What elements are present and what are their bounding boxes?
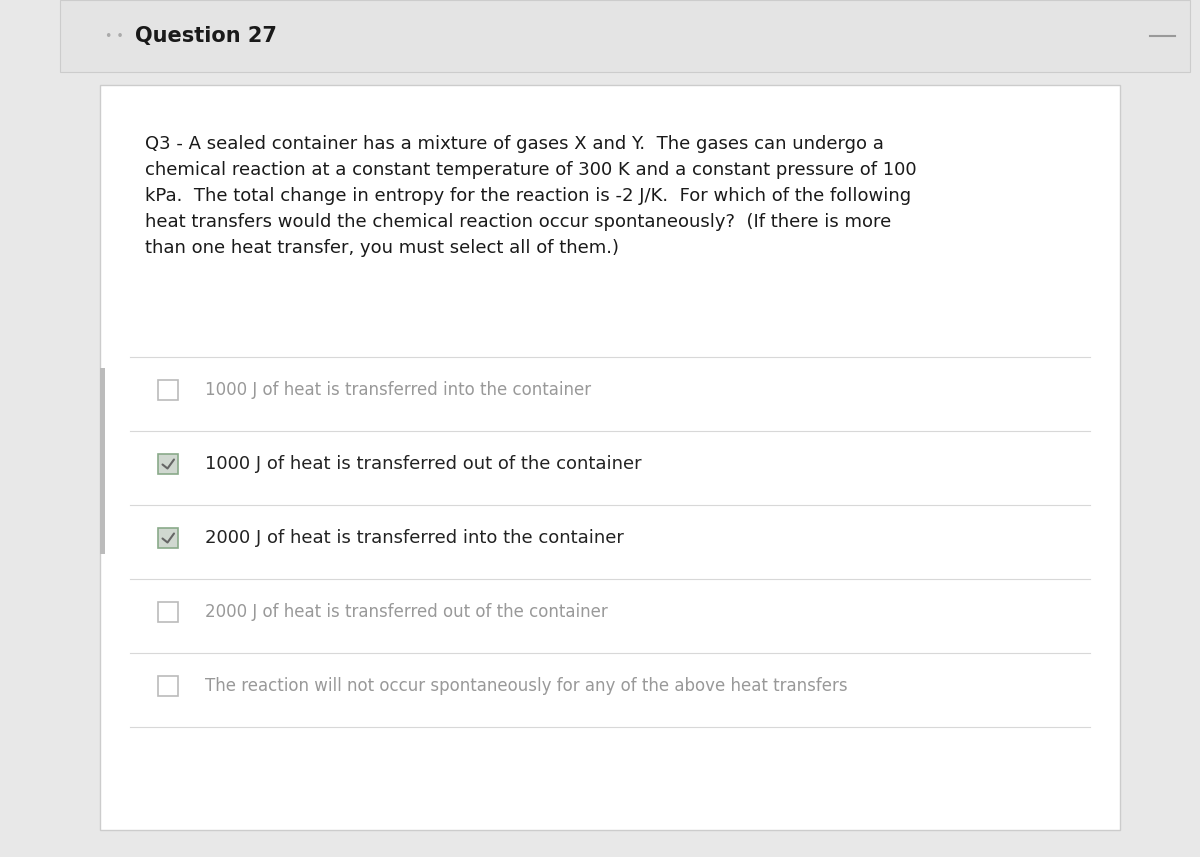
Text: kPa.  The total change in entropy for the reaction is -2 J/K.  For which of the : kPa. The total change in entropy for the… xyxy=(145,187,911,205)
Text: 2000 J of heat is transferred out of the container: 2000 J of heat is transferred out of the… xyxy=(205,603,607,621)
Bar xyxy=(100,369,106,554)
Text: 2000 J of heat is transferred into the container: 2000 J of heat is transferred into the c… xyxy=(205,529,624,547)
FancyBboxPatch shape xyxy=(158,602,178,622)
Text: than one heat transfer, you must select all of them.): than one heat transfer, you must select … xyxy=(145,239,619,257)
Text: • •: • • xyxy=(106,29,124,43)
Text: heat transfers would the chemical reaction occur spontaneously?  (If there is mo: heat transfers would the chemical reacti… xyxy=(145,213,892,231)
FancyBboxPatch shape xyxy=(100,85,1120,830)
FancyBboxPatch shape xyxy=(158,380,178,400)
FancyBboxPatch shape xyxy=(158,454,178,474)
Text: The reaction will not occur spontaneously for any of the above heat transfers: The reaction will not occur spontaneousl… xyxy=(205,677,847,695)
FancyBboxPatch shape xyxy=(158,676,178,696)
Text: chemical reaction at a constant temperature of 300 K and a constant pressure of : chemical reaction at a constant temperat… xyxy=(145,161,917,179)
Text: 1000 J of heat is transferred out of the container: 1000 J of heat is transferred out of the… xyxy=(205,455,642,473)
Text: Question 27: Question 27 xyxy=(134,26,277,46)
Text: 1000 J of heat is transferred into the container: 1000 J of heat is transferred into the c… xyxy=(205,381,592,399)
FancyBboxPatch shape xyxy=(158,528,178,548)
Text: Q3 - A sealed container has a mixture of gases X and Y.  The gases can undergo a: Q3 - A sealed container has a mixture of… xyxy=(145,135,884,153)
FancyBboxPatch shape xyxy=(60,0,1190,72)
